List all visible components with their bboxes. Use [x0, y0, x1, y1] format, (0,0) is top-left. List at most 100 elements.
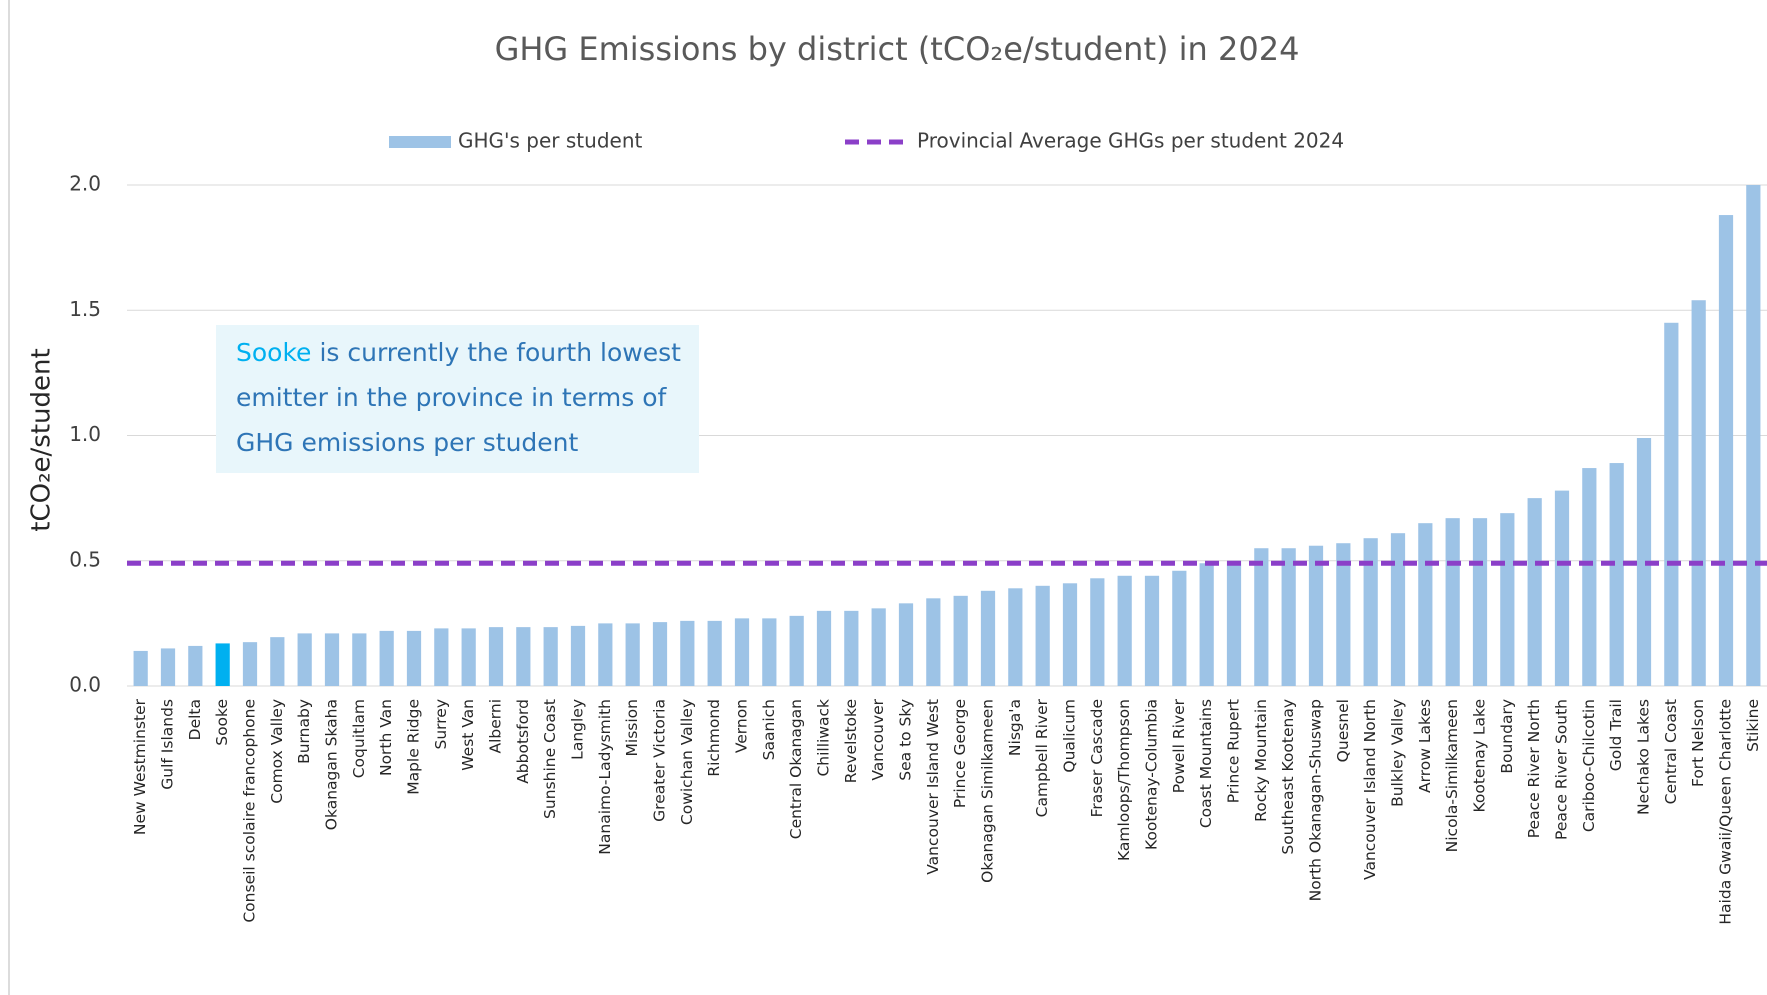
- bar: [406, 630, 422, 686]
- bar: [297, 633, 312, 686]
- x-tick-label: West Van: [459, 699, 477, 771]
- bar: [1390, 533, 1406, 686]
- x-tick-label: Stikine: [1744, 699, 1762, 752]
- x-tick-label: Richmond: [705, 699, 723, 777]
- x-tick-label: Peace River South: [1553, 699, 1571, 840]
- legend-swatch: [389, 136, 451, 148]
- bar: [434, 628, 449, 686]
- bar: [1554, 490, 1570, 686]
- bar: [980, 590, 996, 686]
- annotation-text: emitter in the province in terms of: [236, 383, 668, 412]
- x-tick-label: Saanich: [760, 699, 778, 760]
- x-tick-label: Nanaimo-Ladysmith: [596, 699, 614, 855]
- x-tick-label: Mission: [623, 699, 641, 756]
- x-tick-label: Delta: [186, 699, 204, 740]
- y-tick-label: 1.0: [69, 422, 101, 446]
- x-tick-label: Vernon: [733, 699, 751, 753]
- x-tick-label: Okanagan Skaha: [323, 699, 341, 830]
- bar: [1636, 438, 1652, 686]
- bar: [215, 643, 230, 686]
- x-tick-label: Quesnel: [1334, 699, 1352, 762]
- bar: [844, 610, 859, 686]
- x-tick-label: Coquitlam: [350, 699, 368, 778]
- bar: [1664, 322, 1679, 686]
- bar: [1500, 513, 1515, 686]
- x-tick-label: North Van: [377, 699, 395, 776]
- bar: [652, 622, 668, 686]
- x-tick-label: Kootenay Lake: [1471, 699, 1489, 813]
- bar: [1691, 300, 1706, 686]
- x-tick-label: Rocky Mountain: [1252, 699, 1270, 822]
- bar: [160, 648, 176, 686]
- x-tick-label: Central Okanagan: [787, 699, 805, 839]
- chart-title: GHG Emissions by district (tCO₂e/student…: [495, 30, 1300, 68]
- x-tick-label: Arrow Lakes: [1416, 699, 1434, 793]
- x-tick-label: Sunshine Coast: [541, 699, 559, 819]
- x-tick-label: Abbotsford: [514, 699, 532, 784]
- bar: [680, 620, 695, 686]
- x-tick-label: Vancouver Island West: [924, 699, 942, 875]
- x-tick-label: Sooke: [213, 699, 231, 746]
- bar: [1281, 548, 1296, 686]
- chart-frame: [8, 0, 1767, 995]
- x-tick-label: New Westminster: [131, 698, 149, 835]
- bar: [734, 618, 750, 686]
- x-tick-label: Surrey: [432, 699, 450, 750]
- legend-label: Provincial Average GHGs per student 2024: [917, 129, 1344, 153]
- bar: [1172, 570, 1187, 686]
- x-tick-label: Alberni: [487, 699, 505, 754]
- x-tick-label: Nicola-Similkameen: [1443, 699, 1461, 852]
- bar: [1008, 588, 1023, 686]
- y-axis-label: tCO₂e/student: [27, 348, 57, 531]
- bar: [379, 630, 394, 686]
- annotation-highlight: Sooke: [236, 338, 311, 367]
- x-tick-label: Prince Rupert: [1225, 699, 1243, 803]
- bar: [270, 637, 285, 686]
- x-tick-label: Chilliwack: [815, 699, 833, 777]
- bar: [488, 627, 504, 686]
- bar: [762, 618, 777, 686]
- x-tick-label: Maple Ridge: [405, 699, 423, 795]
- y-tick-label: 0.0: [69, 673, 101, 697]
- bar: [1144, 575, 1160, 686]
- x-tick-label: Conseil scolaire francophone: [241, 699, 259, 923]
- y-tick-label: 2.0: [69, 172, 101, 196]
- annotation-text: Sooke is currently the fourth lowest: [236, 338, 681, 367]
- x-tick-label: Revelstoke: [842, 699, 860, 783]
- x-tick-label: Langley: [569, 699, 587, 760]
- bar: [598, 623, 613, 686]
- bar: [1199, 563, 1214, 686]
- y-tick-label: 1.5: [69, 297, 101, 321]
- bar: [461, 628, 476, 686]
- x-tick-label: Vancouver: [869, 698, 887, 780]
- x-tick-label: Nechako Lakes: [1635, 699, 1653, 815]
- x-tick-label: Cariboo-Chilcotin: [1580, 699, 1598, 832]
- bar: [570, 625, 586, 686]
- bar: [242, 642, 258, 686]
- x-tick-label: Boundary: [1498, 699, 1516, 774]
- bar: [707, 620, 722, 686]
- bar: [1308, 545, 1324, 686]
- x-tick-label: Sea to Sky: [897, 699, 915, 781]
- annotation-text: GHG emissions per student: [236, 428, 579, 457]
- bar: [1254, 548, 1269, 686]
- x-tick-label: Gold Trail: [1607, 699, 1625, 771]
- x-tick-label: Qualicum: [1061, 699, 1079, 773]
- x-tick-label: Cowichan Valley: [678, 699, 696, 825]
- x-tick-label: Fraser Cascade: [1088, 699, 1106, 817]
- x-tick-label: Central Coast: [1662, 699, 1680, 804]
- annotation-box: [216, 325, 699, 473]
- bar: [1363, 538, 1378, 686]
- x-tick-label: Comox Valley: [268, 699, 286, 804]
- bar: [926, 598, 941, 686]
- bar: [516, 627, 531, 686]
- x-tick-label: North Okanagan-Shuswap: [1307, 699, 1325, 901]
- x-tick-label: Okanagan Similkameen: [979, 699, 997, 883]
- bar: [1445, 518, 1460, 686]
- bar: [1472, 518, 1488, 686]
- x-tick-label: Vancouver Island North: [1361, 699, 1379, 880]
- bar: [816, 610, 832, 686]
- bar: [1062, 583, 1078, 686]
- bar: [1336, 543, 1351, 686]
- x-tick-label: Powell River: [1170, 698, 1188, 793]
